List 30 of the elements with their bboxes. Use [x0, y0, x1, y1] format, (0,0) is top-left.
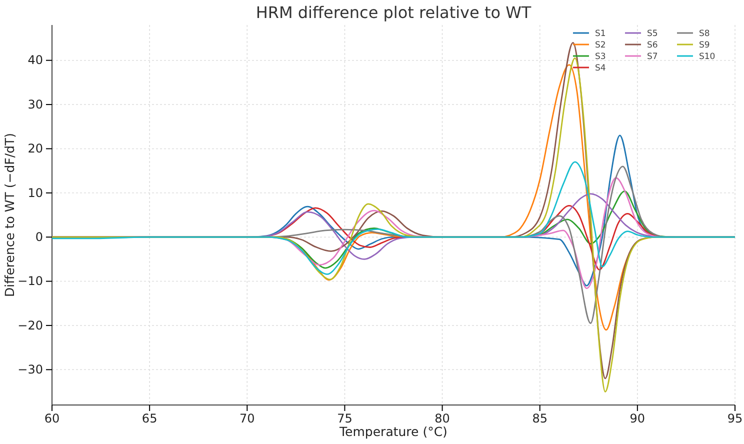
legend-label: S1 — [595, 29, 606, 39]
chart-title: HRM difference plot relative to WT — [256, 3, 532, 22]
x-tick-label: 65 — [142, 412, 158, 426]
y-tick-label: 30 — [28, 97, 43, 112]
x-tick-label: 85 — [532, 412, 548, 426]
y-axis-title: Difference to WT (−dF/dT) — [2, 132, 17, 298]
legend-label: S2 — [595, 40, 606, 50]
line-series — [52, 161, 735, 275]
y-tick-label: 40 — [28, 53, 43, 68]
y-tick-label: −20 — [18, 318, 43, 332]
y-tick-label: 20 — [28, 142, 43, 156]
x-tick-label: 90 — [630, 412, 646, 426]
y-tick-label: −10 — [18, 274, 43, 288]
x-tick-label: 60 — [44, 412, 60, 426]
legend-label: S3 — [595, 52, 606, 62]
legend-label: S10 — [699, 52, 716, 62]
legend-label: S5 — [647, 29, 658, 39]
x-tick-label: 75 — [337, 412, 352, 426]
x-tick-label: 70 — [240, 412, 255, 426]
x-axis-title: Temperature (°C) — [338, 424, 448, 439]
legend-label: S8 — [699, 29, 710, 39]
y-tick-label: 10 — [28, 186, 43, 200]
x-tick-label: 80 — [434, 412, 450, 426]
y-tick-label: 0 — [35, 230, 43, 244]
y-tick-label: −30 — [18, 362, 43, 376]
legend-label: S4 — [595, 64, 606, 74]
legend-label: S6 — [647, 40, 658, 50]
legend-label: S7 — [647, 52, 658, 62]
legend-label: S9 — [699, 40, 710, 50]
x-tick-label: 95 — [727, 412, 743, 426]
